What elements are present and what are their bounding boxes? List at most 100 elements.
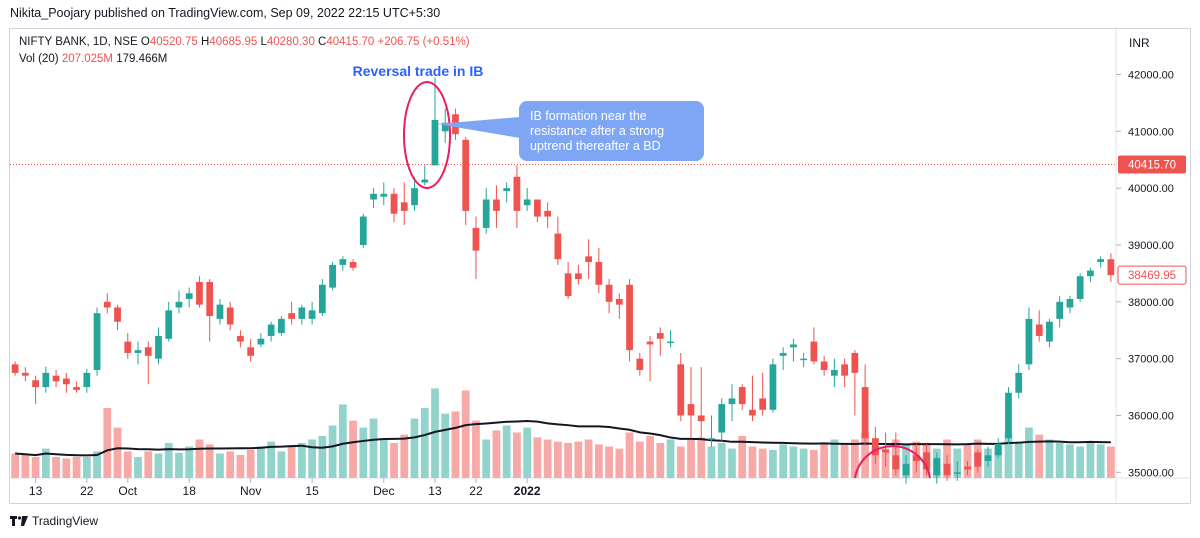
volume-bar (328, 425, 337, 478)
candle-body (370, 193, 377, 200)
candle-body (216, 304, 224, 319)
price-tick-label: 40000.00 (1128, 183, 1174, 195)
candle-body (21, 372, 29, 376)
candle-body (93, 313, 101, 371)
candle-body (564, 273, 572, 297)
current-close-tag-text: 38469.95 (1128, 270, 1176, 282)
price-tick-label: 42000.00 (1128, 69, 1174, 81)
candle-body (687, 404, 695, 416)
time-tick-label: Dec (373, 484, 394, 498)
close-value: 40415.70 (326, 36, 375, 48)
volume-bar (297, 443, 306, 478)
volume-bar (277, 451, 286, 478)
volume-bar (308, 439, 316, 478)
last-price-tag-text: 40415.70 (1128, 160, 1176, 172)
current-close-tag-bg (1117, 265, 1187, 285)
candle-body (144, 347, 152, 356)
candle-body (1005, 392, 1012, 439)
currency-label: INR (1129, 36, 1150, 50)
volume-bar (492, 430, 501, 478)
candle-body (933, 458, 941, 476)
time-tick-label: 15 (305, 484, 319, 498)
volume-bar (349, 420, 357, 478)
time-tick-label: 13 (29, 484, 43, 498)
candle-body (595, 262, 603, 285)
candle-body (718, 404, 726, 433)
candle-body (359, 216, 367, 245)
high-value: 40685.95 (209, 36, 258, 48)
volume-bar (533, 437, 542, 478)
candle-body (554, 233, 562, 260)
volume-bar (1004, 432, 1013, 478)
volume-bar (523, 427, 532, 478)
candle-body (851, 352, 859, 373)
price-tick-label: 37000.00 (1128, 354, 1174, 366)
candle-body (349, 262, 357, 268)
candle-body (1097, 259, 1105, 263)
time-tick-label: 2022 (514, 484, 541, 498)
callout-pointer (437, 117, 520, 138)
volume-bar (134, 457, 142, 478)
volume-bar (625, 432, 634, 478)
candle-body (902, 463, 910, 476)
candle-body (482, 199, 490, 228)
volume-bar (1076, 446, 1085, 478)
volume-bar (1107, 446, 1115, 478)
volume-bar (379, 439, 388, 478)
volume-bar (994, 446, 1003, 478)
volume-bar (216, 453, 224, 478)
volume-ma-value: 179.466M (116, 53, 168, 65)
volume-bar (543, 439, 552, 478)
publisher-text: Nikita_Poojary published on TradingView.… (10, 6, 441, 20)
volume-bar (31, 457, 40, 478)
volume-bar (697, 437, 706, 478)
candle-body (472, 227, 480, 251)
candle-body (155, 335, 162, 359)
candle-body (574, 273, 582, 280)
candle-body (83, 372, 91, 388)
volume-bar (11, 453, 19, 478)
volume-bar (850, 439, 859, 478)
candle-body (431, 119, 439, 166)
candle-body (605, 284, 613, 302)
callout-text-line: resistance after a strong (530, 124, 664, 138)
candle-body (267, 324, 275, 336)
candle-body (513, 176, 521, 211)
volume-bar (676, 446, 685, 478)
volume-bar (1055, 443, 1064, 478)
candle-body (196, 281, 203, 305)
candle-body (1107, 259, 1115, 276)
candle-body (1087, 270, 1094, 277)
candle-body (790, 344, 797, 348)
volume-bar (390, 443, 398, 478)
candle-body (1015, 372, 1023, 393)
volume-bar (205, 444, 214, 478)
volume-bar (431, 388, 439, 478)
candle-body (503, 188, 511, 191)
volume-bar (441, 413, 450, 478)
candle-body (421, 179, 429, 183)
candle-body (585, 256, 592, 263)
candle-body (339, 259, 347, 265)
candle-body (534, 199, 541, 217)
volume-bar (451, 411, 460, 478)
volume-bar (615, 448, 624, 478)
chart-frame (9, 28, 1191, 504)
volume-bar (318, 436, 327, 478)
candle-body (749, 409, 756, 416)
callout-box (519, 101, 704, 161)
price-tick-label: 36000.00 (1128, 410, 1174, 422)
volume-bar (1035, 434, 1044, 478)
volume-ma-line (15, 420, 1111, 457)
candle-body (1066, 298, 1074, 308)
time-tick-label: 13 (428, 484, 442, 498)
candle-body (175, 301, 183, 308)
candle-body (759, 398, 767, 410)
volume-bar (195, 439, 204, 478)
volume-bar (738, 436, 747, 478)
candle-body (257, 338, 265, 345)
candle-body (52, 375, 60, 382)
candle-body (964, 466, 971, 470)
candle-body (114, 307, 121, 322)
